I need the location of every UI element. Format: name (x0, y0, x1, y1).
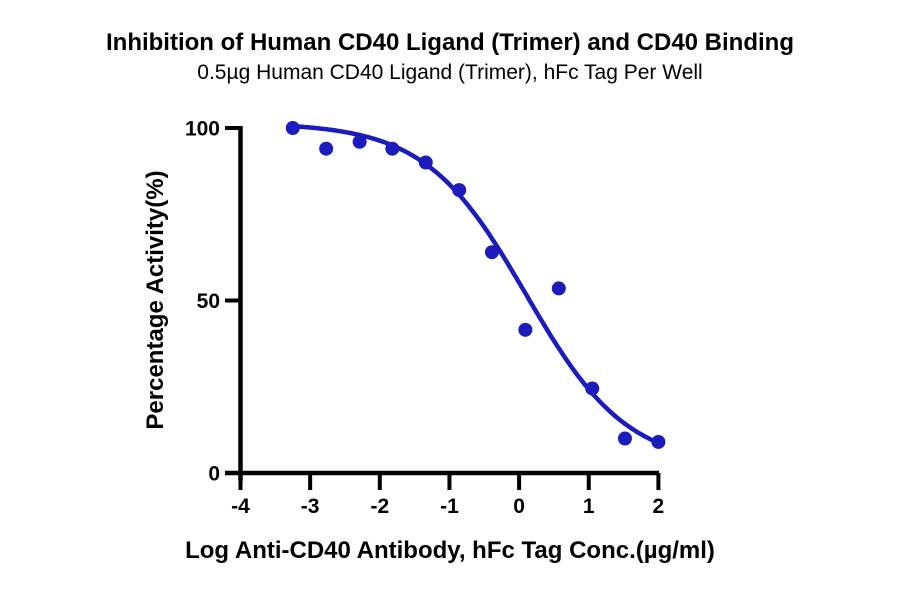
data-point (551, 281, 566, 296)
x-tick-label: 0 (513, 495, 525, 518)
y-tick-label: 100 (185, 118, 220, 141)
x-tick-label: 2 (653, 495, 665, 518)
chart-title: Inhibition of Human CD40 Ligand (Trimer)… (105, 29, 794, 56)
data-point (484, 245, 499, 260)
x-tick-label: -2 (370, 495, 389, 518)
x-tick-label: 1 (583, 495, 595, 518)
x-tick-label: -4 (231, 495, 250, 518)
y-tick-label: 50 (197, 290, 220, 313)
data-point (385, 141, 400, 156)
data-point (651, 434, 666, 449)
data-point (418, 155, 433, 170)
data-point (617, 431, 632, 446)
x-tick-label: -1 (440, 495, 459, 518)
y-tick-label: 0 (208, 463, 220, 486)
data-point (452, 183, 467, 198)
x-axis-label: Log Anti-CD40 Antibody, hFc Tag Conc.(µg… (185, 537, 715, 564)
data-point (319, 141, 334, 156)
x-tick-label: -3 (301, 495, 320, 518)
data-point (585, 381, 600, 396)
data-point (285, 121, 300, 135)
fit-curve (290, 123, 663, 447)
data-point (352, 134, 367, 149)
chart-subtitle: 0.5µg Human CD40 Ligand (Trimer), hFc Ta… (197, 61, 703, 84)
data-point (518, 322, 533, 337)
